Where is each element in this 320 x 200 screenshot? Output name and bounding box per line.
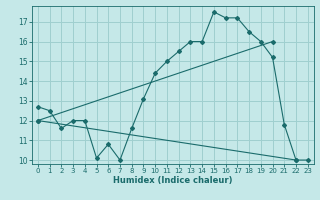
X-axis label: Humidex (Indice chaleur): Humidex (Indice chaleur) — [113, 176, 233, 185]
